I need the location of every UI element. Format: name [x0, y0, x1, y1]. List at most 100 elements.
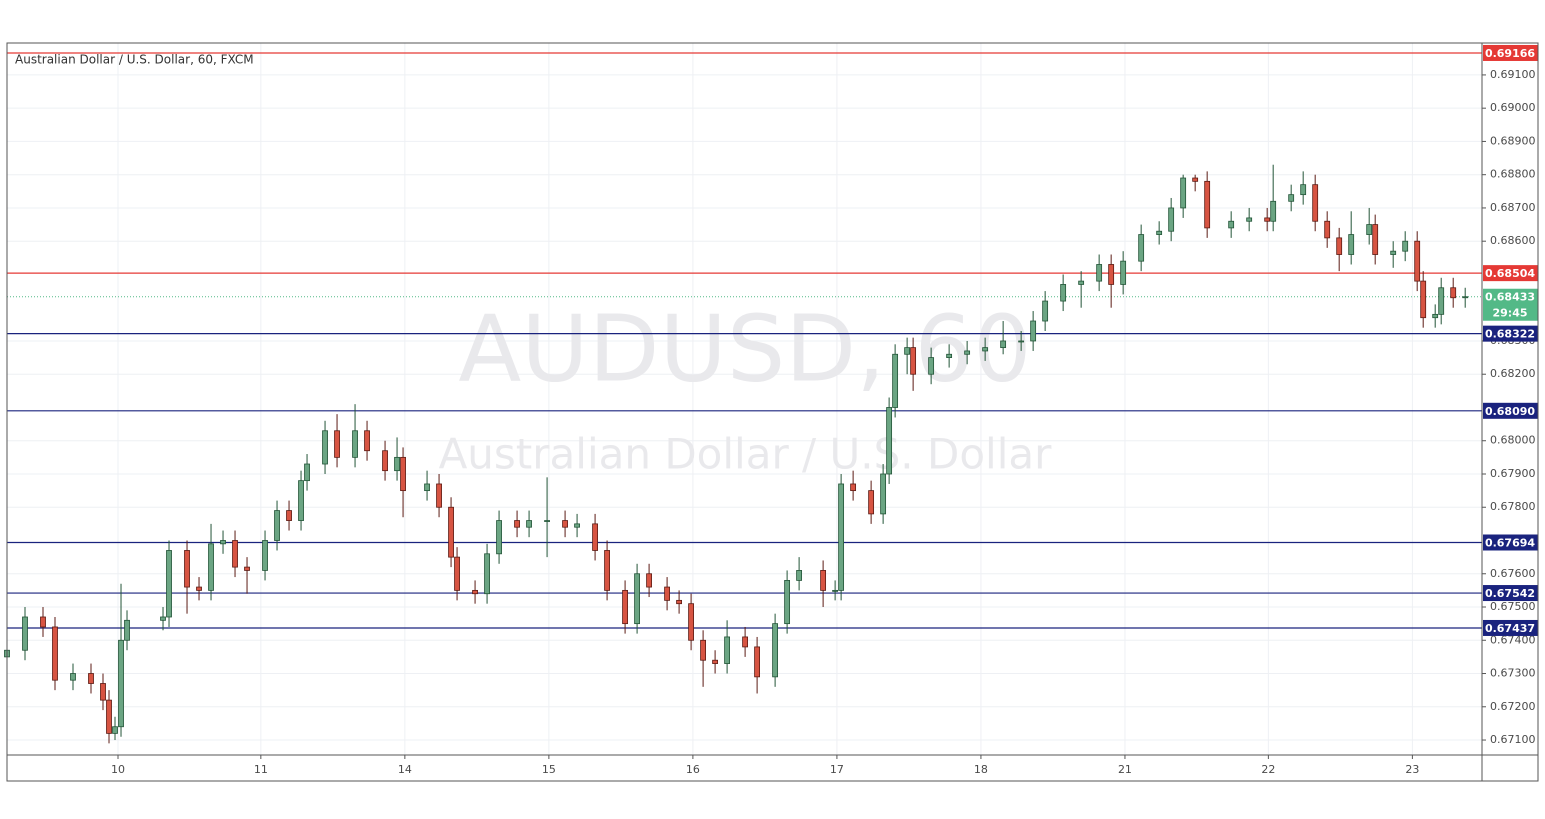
chart-title: Australian Dollar / U.S. Dollar, 60, FXC… [15, 53, 254, 67]
candle-body [304, 463, 310, 482]
candle-body [1402, 240, 1409, 252]
level-label: 0.67694 [1485, 536, 1535, 549]
y-tick-label: 0.69000 [1490, 101, 1536, 114]
level-tag [1483, 265, 1538, 282]
candle-body [700, 639, 706, 661]
candle-body [544, 520, 550, 522]
y-tick-label: 0.68000 [1490, 434, 1536, 447]
candle-body [742, 636, 749, 648]
level-label: 0.68322 [1485, 328, 1535, 341]
candle-body [622, 589, 628, 625]
candle-body [1336, 237, 1343, 255]
candle-body [400, 456, 406, 492]
y-tick-label: 0.68200 [1490, 367, 1536, 380]
candle-body [526, 520, 532, 528]
level-label: 0.68504 [1485, 267, 1535, 280]
level-label: 0.67437 [1485, 622, 1535, 635]
candle-body [88, 673, 94, 684]
candle-body [496, 520, 502, 555]
candle-body [184, 550, 190, 588]
candle-body [1000, 340, 1007, 349]
candle-body [796, 570, 803, 581]
candle-body [448, 506, 454, 558]
y-tick-label: 0.67600 [1490, 567, 1536, 580]
level-tag [1483, 325, 1538, 342]
candle-body [394, 456, 400, 472]
candle-body [1288, 194, 1295, 202]
candle-body [1348, 234, 1355, 255]
y-tick-label: 0.67400 [1490, 633, 1536, 646]
candle-body [424, 483, 430, 492]
candle-body [262, 540, 268, 571]
candle-body [1312, 184, 1319, 222]
candle-body [724, 636, 730, 664]
candle-body [604, 550, 610, 591]
candle-body [244, 566, 250, 571]
candle-body [208, 543, 214, 591]
candle-body [1372, 224, 1379, 255]
candle-body [574, 523, 580, 528]
candle-body [1300, 184, 1307, 196]
candle-body [22, 616, 28, 651]
level-tag [1483, 44, 1538, 61]
y-tick-label: 0.68700 [1490, 201, 1536, 214]
candle-body [364, 430, 370, 452]
candle-body [1204, 180, 1211, 229]
candle-body [1030, 320, 1037, 342]
level-tag [1483, 619, 1538, 636]
candle-body [1414, 240, 1421, 282]
candle-body [820, 570, 827, 591]
last-price-tag [1483, 288, 1538, 321]
y-tick-label: 0.68600 [1490, 234, 1536, 247]
level-label: 0.68090 [1485, 405, 1535, 418]
candle-body [70, 673, 76, 681]
y-tick-label: 0.68900 [1490, 134, 1536, 147]
candle-body [322, 430, 328, 465]
candle-body [220, 540, 226, 545]
frame [6, 42, 1539, 782]
candle-body [484, 553, 490, 595]
candle-body [1450, 287, 1457, 299]
candle-body [1096, 264, 1103, 282]
x-tick-label: 11 [254, 763, 268, 776]
level-tag [1483, 402, 1538, 419]
x-tick-label: 10 [111, 763, 125, 776]
y-tick-label: 0.68800 [1490, 168, 1536, 181]
x-tick-label: 15 [542, 763, 556, 776]
candle-body [868, 490, 875, 515]
candle-body [1042, 300, 1049, 322]
candle-body [1078, 280, 1085, 285]
candle-body [1462, 296, 1469, 299]
candle-body [232, 540, 238, 568]
candle-body [274, 510, 280, 541]
candle-body [1060, 284, 1067, 302]
candle-body [1432, 313, 1439, 319]
candle-body [1246, 217, 1253, 222]
candle-body [100, 683, 106, 701]
candle-body [880, 473, 887, 515]
candle-body [118, 639, 124, 728]
candle-body [964, 350, 971, 355]
candle-body [904, 347, 911, 355]
candle-body [688, 603, 694, 641]
watermark-symbol: AUDUSD, 60 [458, 295, 1031, 402]
y-tick-label: 0.67300 [1490, 667, 1536, 680]
candle-body [784, 580, 791, 625]
candle-body [664, 586, 670, 601]
x-tick-label: 17 [830, 763, 844, 776]
candle-body [982, 347, 989, 352]
candle-body [112, 726, 118, 734]
candle-body [1264, 217, 1271, 222]
x-tick-label: 23 [1405, 763, 1419, 776]
candle-body [298, 480, 304, 521]
y-tick-label: 0.67900 [1490, 467, 1536, 480]
candle-body [1390, 250, 1397, 255]
x-tick-label: 14 [398, 763, 412, 776]
level-tag [1483, 585, 1538, 602]
x-tick-label: 18 [974, 763, 988, 776]
candle-body [646, 573, 652, 588]
candle-body [286, 510, 292, 521]
x-tick-label: 16 [686, 763, 700, 776]
level-label: 0.67542 [1485, 587, 1535, 600]
candle-body [772, 623, 779, 678]
